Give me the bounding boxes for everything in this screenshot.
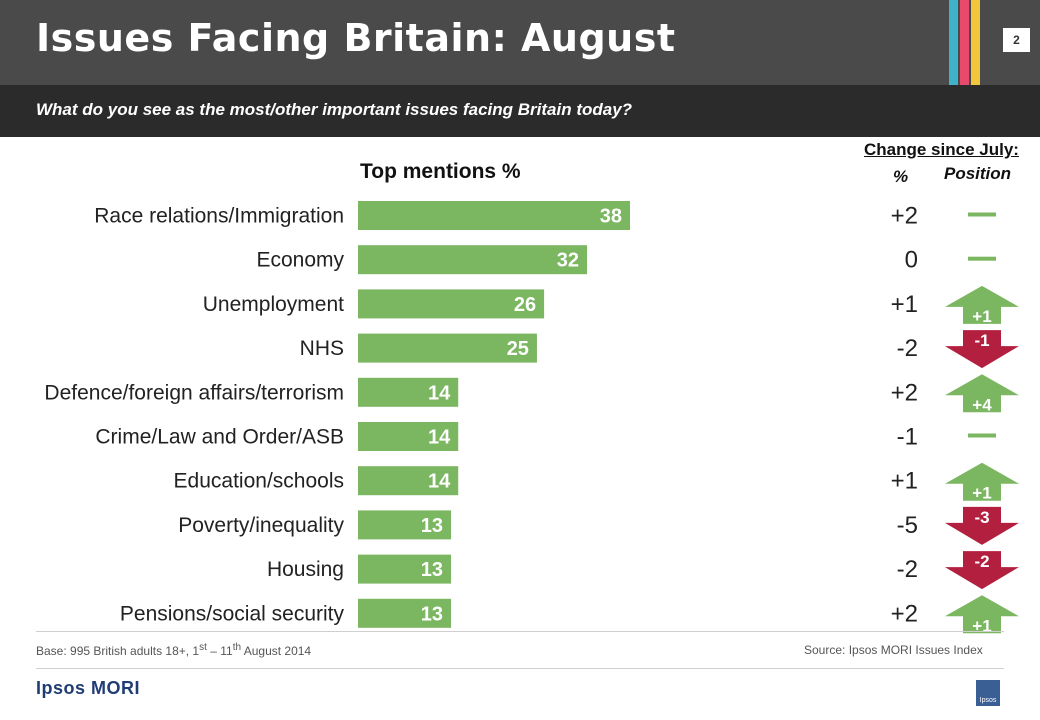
bar: [358, 333, 537, 363]
change-pct-value: -2: [897, 335, 918, 362]
page-title: Issues Facing Britain: August: [36, 16, 676, 60]
category-label: Economy: [256, 249, 344, 272]
change-pct-value: -1: [897, 424, 918, 451]
bar-value-label: 13: [421, 603, 443, 625]
bar: [358, 422, 459, 451]
footer-divider-top: [36, 631, 1004, 632]
category-label: Defence/foreign affairs/terrorism: [44, 381, 344, 404]
down-arrow-icon: [945, 506, 1019, 545]
bar: [358, 598, 452, 628]
position-change-label: +1: [972, 307, 991, 326]
page-number: 2: [1003, 28, 1030, 52]
category-label: Education/schools: [174, 470, 344, 493]
bar: [358, 466, 459, 496]
category-label: Poverty/inequality: [178, 514, 344, 537]
bar-value-label: 14: [428, 427, 451, 449]
bar: [358, 554, 452, 584]
change-pct-value: +2: [891, 203, 918, 230]
header-bar: Issues Facing Britain: August 2: [0, 0, 1040, 85]
position-change-label: -3: [974, 508, 989, 527]
brand-stripe-2: [960, 0, 969, 85]
down-arrow-icon: [945, 551, 1019, 590]
source-note: Source: Ipsos MORI Issues Index: [804, 643, 983, 657]
category-label: Unemployment: [203, 293, 344, 316]
question-bar: [0, 85, 1040, 137]
ipsos-logo-text: Ipsos: [979, 697, 997, 704]
bar-value-label: 38: [600, 206, 622, 228]
no-change-dash-icon: [968, 433, 996, 438]
category-label: Crime/Law and Order/ASB: [95, 426, 344, 449]
bar-chart: Race relations/Immigration 38 +2 Economy 32 0…: [44, 201, 1019, 635]
ipsos-logo-icon: Ipsos: [976, 680, 1000, 706]
bar-value-label: 13: [421, 559, 443, 581]
up-arrow-icon: [945, 374, 1019, 413]
change-pct-value: +1: [891, 468, 918, 495]
category-label: Pensions/social security: [120, 602, 345, 625]
brand-stripe-1: [949, 0, 958, 85]
ipsos-mori-logo: Ipsos MORI: [36, 678, 141, 698]
bar: [358, 510, 452, 540]
base-note: Base: 995 British adults 18+, 1st – 11th…: [36, 642, 312, 658]
bar-value-label: 25: [507, 338, 529, 360]
chart-title: Top mentions %: [360, 160, 521, 183]
bar-value-label: 13: [421, 515, 443, 537]
bar: [358, 377, 459, 407]
brand-stripe-3: [971, 0, 980, 85]
position-change-label: +4: [972, 395, 992, 414]
bar-value-label: 14: [428, 382, 451, 404]
survey-question: What do you see as the most/other import…: [36, 100, 633, 119]
footer-divider-bottom: [36, 668, 1004, 669]
position-change-label: +1: [972, 616, 991, 635]
position-header: Position: [944, 164, 1012, 183]
position-change-label: +1: [972, 484, 991, 503]
change-pct-value: -2: [897, 556, 918, 583]
category-label: Race relations/Immigration: [94, 205, 344, 228]
down-arrow-icon: [945, 330, 1019, 369]
bar: [358, 245, 588, 275]
bar-value-label: 14: [428, 471, 451, 493]
no-change-dash-icon: [968, 256, 996, 261]
bar: [358, 201, 630, 230]
category-label: NHS: [300, 337, 344, 360]
change-header: Change since July:: [864, 140, 1019, 159]
category-label: Housing: [267, 558, 344, 581]
bar-value-label: 32: [557, 250, 579, 272]
change-pct-value: +2: [891, 600, 918, 627]
pct-header: %: [893, 167, 909, 186]
no-change-dash-icon: [968, 212, 996, 217]
position-change-label: -2: [974, 552, 989, 571]
change-pct-value: +2: [891, 379, 918, 406]
position-change-label: -1: [974, 331, 989, 350]
change-pct-value: +1: [891, 291, 918, 318]
bar: [358, 289, 545, 319]
change-pct-value: -5: [897, 512, 918, 539]
up-arrow-icon: [945, 595, 1019, 634]
up-arrow-icon: [945, 285, 1019, 324]
change-pct-value: 0: [905, 247, 918, 274]
bar-value-label: 26: [514, 294, 536, 316]
up-arrow-icon: [945, 462, 1019, 501]
